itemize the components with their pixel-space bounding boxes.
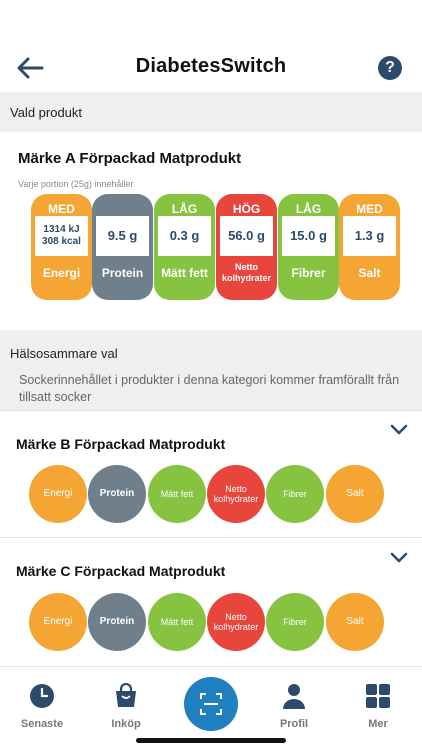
section-label: Hälsosammare val: [10, 346, 118, 361]
nutrient-name: Mätt fett: [161, 266, 208, 280]
chevron-down-icon[interactable]: [390, 552, 408, 564]
tab-shopping[interactable]: Inköp: [91, 682, 161, 730]
category-info-text: Sockerinnehållet i produkter i denna kat…: [19, 373, 400, 404]
tab-label: Senaste: [20, 718, 64, 730]
nutrient-circle-net-carbs: Netto kolhydrater: [207, 593, 265, 651]
bottom-tab-bar: Senaste Inköp Profil Mer: [0, 666, 422, 750]
nutrient-circle-protein: Protein: [88, 593, 146, 651]
nutrient-value: 15.0 g: [282, 216, 335, 256]
tab-profile[interactable]: Profil: [259, 683, 329, 730]
nutrient-card-saturated-fat[interactable]: LÅG 0.3 g Mätt fett: [154, 194, 215, 300]
tab-label: Inköp: [111, 718, 141, 730]
clock-icon: [30, 684, 54, 708]
nutrient-circle-energy: Energi: [29, 593, 87, 651]
nutrient-card-fiber[interactable]: LÅG 15.0 g Fibrer: [278, 194, 339, 300]
help-button[interactable]: ?: [378, 56, 402, 80]
nutrient-circle-fiber: Fibrer: [266, 465, 324, 523]
tab-recent[interactable]: Senaste: [7, 683, 77, 730]
level-label: MED: [356, 202, 383, 216]
nutrient-card-salt[interactable]: MED 1.3 g Salt: [339, 194, 400, 300]
nutrient-value: 1.3 g: [343, 216, 396, 256]
nutrient-circle-protein: Protein: [88, 465, 146, 523]
nutrient-name: Netto kolhydrater: [221, 262, 272, 283]
tab-label: Profil: [279, 718, 309, 730]
healthier-section-header: Hälsosammare val: [0, 330, 422, 368]
page-title: DiabetesSwitch: [135, 55, 287, 77]
nutrient-name: Protein: [101, 266, 144, 280]
back-arrow-icon[interactable]: [14, 54, 46, 82]
nutrient-name: Energi: [42, 266, 81, 280]
nutrient-circle-energy: Energi: [29, 465, 87, 523]
barcode-scan-icon: [200, 693, 222, 715]
tab-label: Mer: [368, 718, 388, 730]
scan-button[interactable]: [184, 677, 238, 731]
divider: [0, 410, 422, 411]
nutrient-value: 56.0 g: [220, 216, 273, 256]
grid-icon: [366, 684, 390, 708]
nutrient-card-protein[interactable]: 9.5 g Protein: [92, 194, 153, 300]
alternative-product-name[interactable]: Märke B Förpackad Matprodukt: [16, 436, 226, 452]
app-header: DiabetesSwitch ?: [0, 0, 422, 92]
nutrient-value: 0.3 g: [158, 216, 211, 256]
section-label: Vald produkt: [10, 105, 83, 120]
nutrient-value: 9.5 g: [96, 216, 149, 256]
nutrient-value: 1314 kJ 308 kcal: [35, 216, 88, 256]
nutrient-name: Fibrer: [291, 266, 326, 280]
portion-text: Varje portion (25g) innehåller: [18, 179, 134, 189]
selected-product-section-header: Vald produkt: [0, 92, 422, 132]
alternative-product-name[interactable]: Märke C Förpackad Matprodukt: [16, 563, 226, 579]
nutrient-name: Salt: [358, 266, 381, 280]
nutrient-circle-saturated-fat: Mätt fett: [148, 465, 206, 523]
nutrient-circle-saturated-fat: Mätt fett: [148, 593, 206, 651]
home-indicator: [136, 738, 286, 743]
shopping-bag-icon: [116, 682, 136, 707]
level-label: LÅG: [295, 202, 322, 216]
level-label: MED: [48, 202, 75, 216]
level-label: LÅG: [171, 202, 198, 216]
info-banner: [0, 368, 422, 410]
nutrient-card-net-carbs[interactable]: HÖG 56.0 g Netto kolhydrater: [216, 194, 277, 300]
chevron-down-icon[interactable]: [390, 424, 408, 436]
nutrient-circle-fiber: Fibrer: [266, 593, 324, 651]
nutrient-card-energy[interactable]: MED 1314 kJ 308 kcal Energi: [31, 194, 92, 300]
product-name: Märke A Förpackad Matprodukt: [18, 150, 242, 167]
divider: [0, 537, 422, 538]
level-label: HÖG: [232, 202, 261, 216]
tab-more[interactable]: Mer: [343, 683, 413, 730]
nutrient-circle-salt: Salt: [326, 593, 384, 651]
nutrient-circle-salt: Salt: [326, 465, 384, 523]
nutrient-circle-net-carbs: Netto kolhydrater: [207, 465, 265, 523]
user-icon: [283, 684, 305, 709]
